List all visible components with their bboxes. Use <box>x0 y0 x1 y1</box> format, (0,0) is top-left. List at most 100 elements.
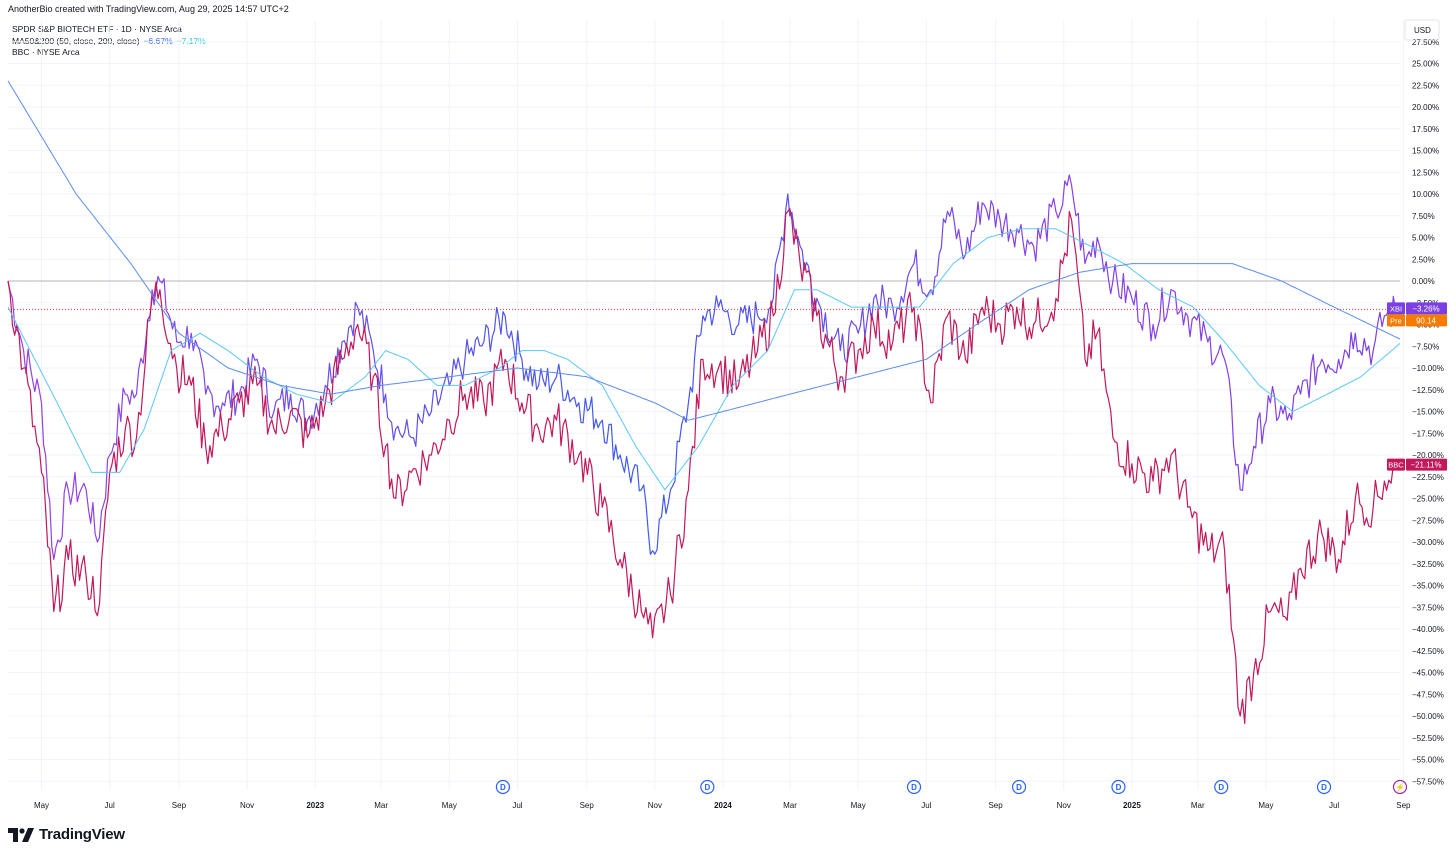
dividend-marker <box>700 779 715 795</box>
reference-lines <box>8 280 1400 310</box>
y-tick-label: 25.00% <box>1412 60 1439 69</box>
dividend-marker <box>1111 779 1126 795</box>
y-tick-label: 2.50% <box>1412 255 1435 264</box>
legend-indicator-label: MA50&200 (50, close, 200, close) <box>12 35 140 46</box>
y-tick-label: −12.50% <box>1412 386 1444 395</box>
dividend-marker <box>1316 779 1332 795</box>
pre-value-label: 90.14 <box>1416 316 1437 325</box>
y-tick-label: 22.50% <box>1412 81 1439 90</box>
legend-indicator-value-2: −7.17% <box>176 35 206 46</box>
legend-symbol-line[interactable]: SPDR S&P BIOTECH ETF · 1D · NYSE Arca <box>12 24 182 34</box>
dividend-marker <box>495 779 511 795</box>
y-tick-label: 12.50% <box>1412 168 1439 177</box>
x-tick-label: May <box>34 801 49 810</box>
series-line-ma50 <box>7 228 1401 491</box>
x-tick-label: 2023 <box>306 801 324 810</box>
event-markers: D D D D D D D ⚡ <box>495 779 1408 795</box>
dividend-marker <box>1011 779 1027 795</box>
x-tick-label: May <box>442 801 457 810</box>
y-tick-label: −47.50% <box>1412 690 1444 699</box>
xbi-value-box <box>1406 302 1447 315</box>
tradingview-logo-text: TradingView <box>39 826 125 843</box>
dividend-marker-label: D <box>704 783 710 792</box>
y-tick-label: −17.50% <box>1412 429 1444 438</box>
last-value-badges: XBI −3.26% Pre 90.14 BBC −21.11% <box>1387 302 1447 471</box>
x-tick-label: Sep <box>172 801 187 810</box>
x-tick-label: Sep <box>988 801 1003 810</box>
x-tick-label: Mar <box>374 801 388 810</box>
xbi-tag <box>1387 302 1405 315</box>
dividend-marker-label: D <box>1321 783 1327 792</box>
y-tick-label: 27.50% <box>1412 38 1439 47</box>
dividend-marker <box>1214 779 1229 795</box>
tradingview-logo[interactable]: TradingView <box>8 826 125 843</box>
bbc-tag-label: BBC <box>1388 461 1404 470</box>
series-line-bbc <box>7 208 1401 724</box>
dividend-marker-label: D <box>1218 783 1224 792</box>
attribution-text: AnotherBio created with TradingView.com,… <box>8 4 289 14</box>
x-tick-label: 2024 <box>714 801 732 810</box>
x-tick-label: Jul <box>512 801 522 810</box>
y-tick-label: −7.50% <box>1412 342 1439 351</box>
x-tick-label: Nov <box>648 801 662 810</box>
y-tick-label: −10.00% <box>1412 364 1444 373</box>
x-tick-label: Jul <box>921 801 931 810</box>
y-tick-label: 20.00% <box>1412 103 1439 112</box>
x-tick-label: Sep <box>1396 801 1411 810</box>
chart-legend: SPDR S&P BIOTECH ETF · 1D · NYSE Arca MA… <box>12 24 206 59</box>
x-tick-label: Jul <box>105 801 115 810</box>
x-tick-label: Mar <box>783 801 797 810</box>
pre-value-box <box>1406 314 1447 327</box>
y-tick-label: 10.00% <box>1412 190 1439 199</box>
time-axis: May Jul Sep Nov 2023 Mar May Jul Sep Nov 2024 Mar Ma… <box>34 801 1411 810</box>
legend-compare-line[interactable]: BBC · NYSE Arca <box>12 47 80 57</box>
chart-grid <box>8 20 1404 790</box>
split-marker-label: ⚡ <box>1395 782 1405 792</box>
y-tick-label: −52.50% <box>1412 734 1444 743</box>
currency-label: USD <box>1414 26 1431 35</box>
y-tick-label: −55.00% <box>1412 756 1444 765</box>
xbi-value-label: −3.26% <box>1412 304 1439 313</box>
bbc-tag <box>1387 458 1405 471</box>
dividend-marker-label: D <box>500 783 506 792</box>
y-tick-label: −22.50% <box>1412 473 1444 482</box>
y-tick-label: 5.00% <box>1412 234 1435 243</box>
series-line-ma200 <box>7 80 1401 421</box>
y-tick-label: −42.50% <box>1412 647 1444 656</box>
y-tick-label: −27.50% <box>1412 516 1444 525</box>
y-tick-label: −40.00% <box>1412 625 1444 634</box>
dividend-marker-label: D <box>911 783 917 792</box>
y-tick-label: −30.00% <box>1412 538 1444 547</box>
x-tick-label: 2025 <box>1123 801 1141 810</box>
y-tick-label: 17.50% <box>1412 125 1439 134</box>
y-tick-label: −32.50% <box>1412 560 1444 569</box>
x-tick-label: Mar <box>1191 801 1205 810</box>
y-tick-label: −45.00% <box>1412 669 1444 678</box>
x-tick-label: Nov <box>1057 801 1071 810</box>
currency-box <box>1404 19 1440 41</box>
pre-tag <box>1387 314 1405 327</box>
xbi-tag-label: XBI <box>1390 304 1402 313</box>
x-tick-label: Sep <box>580 801 595 810</box>
dividend-marker <box>906 779 922 795</box>
y-tick-label: −35.00% <box>1412 582 1444 591</box>
y-tick-label: 7.50% <box>1412 212 1435 221</box>
split-marker <box>1392 779 1408 795</box>
y-tick-label: 15.00% <box>1412 147 1439 156</box>
tradingview-logo-icon <box>8 827 34 842</box>
series-lines <box>7 80 1401 724</box>
pre-tag-label: Pre <box>1390 316 1402 325</box>
y-tick-label: −25.00% <box>1412 495 1444 504</box>
dividend-marker-label: D <box>1116 783 1122 792</box>
x-tick-label: May <box>851 801 866 810</box>
bbc-value-label: −21.11% <box>1410 461 1441 470</box>
legend-indicator-value-1: −6.67% <box>143 35 173 46</box>
y-tick-label: −57.50% <box>1412 777 1444 786</box>
y-tick-label: −15.00% <box>1412 408 1444 417</box>
y-tick-label: −20.00% <box>1412 451 1444 460</box>
bbc-value-box <box>1406 458 1447 471</box>
y-tick-label: 0.00% <box>1412 277 1435 286</box>
y-tick-label: −50.00% <box>1412 712 1444 721</box>
legend-indicator-line[interactable]: MA50&200 (50, close, 200, close) −6.67% −7… <box>12 36 206 48</box>
